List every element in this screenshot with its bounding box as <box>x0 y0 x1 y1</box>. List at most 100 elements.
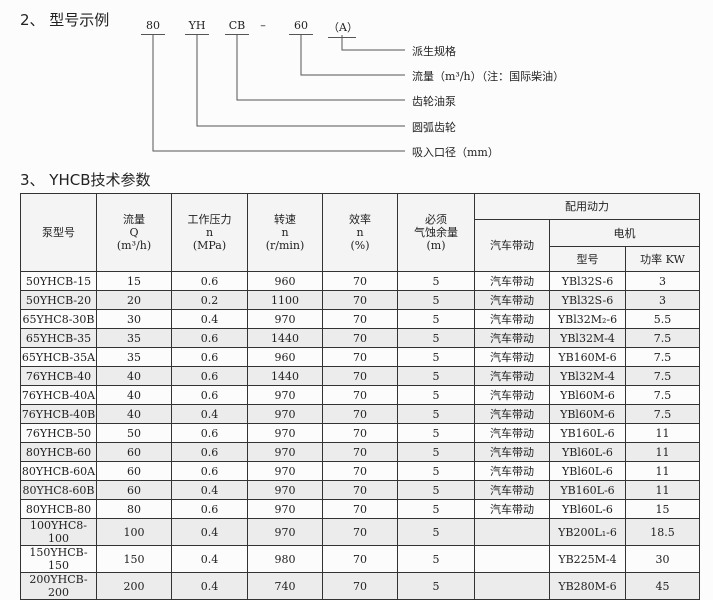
cell-truck: 汽车带动 <box>474 480 550 500</box>
cell-truck: 汽车带动 <box>474 290 550 310</box>
cell-motor: YB200L₁-6 <box>549 518 626 546</box>
header-pressure: 工作压力 n (MPa) <box>171 193 248 272</box>
cell-model: 80YHC8-60B <box>20 480 97 500</box>
cell-npsh: 5 <box>397 347 475 367</box>
cell-eff: 70 <box>322 404 398 424</box>
cell-truck: 汽车带动 <box>474 404 550 424</box>
cell-model: 80YHCB-80 <box>20 499 97 519</box>
cell-pressure: 0.6 <box>171 347 248 367</box>
cell-kw: 11 <box>625 442 700 462</box>
label-inlet-diameter: 吸入口径（mm） <box>412 146 499 159</box>
cell-speed: 970 <box>247 442 323 462</box>
cell-motor: YB160L-6 <box>549 423 626 443</box>
table-row: 100YHC8-100 100 0.4 970 70 5 YB200L₁-6 18.5 <box>20 518 700 546</box>
cell-speed: 960 <box>247 347 323 367</box>
cell-npsh: 5 <box>397 545 475 573</box>
cell-motor: YBl60M-6 <box>549 385 626 405</box>
table-row: 76YHCB-40B 40 0.4 970 70 5 汽车带动 YBl60M-6 7.5 <box>20 404 700 424</box>
cell-eff: 70 <box>322 328 398 348</box>
section-2-title: 2、 型号示例 <box>20 11 110 29</box>
cell-motor: YBl60M-6 <box>549 404 626 424</box>
cell-kw: 15 <box>625 499 700 519</box>
cell-pressure: 0.4 <box>171 404 248 424</box>
cell-flow: 200 <box>96 572 172 600</box>
cell-kw: 5.5 <box>625 309 700 329</box>
cell-model: 100YHC8-100 <box>20 518 97 546</box>
table-row: 80YHCB-80 80 0.6 970 70 5 汽车带动 YBl60L-6 15 <box>20 499 700 519</box>
cell-motor: YBl32S-6 <box>549 271 626 291</box>
cell-npsh: 5 <box>397 271 475 291</box>
cell-flow: 60 <box>96 480 172 500</box>
table-row: 65YHCB-35 35 0.6 1440 70 5 汽车带动 YBl32M-4 7.5 <box>20 328 700 348</box>
cell-speed: 970 <box>247 404 323 424</box>
cell-kw: 3 <box>625 290 700 310</box>
cell-pressure: 0.6 <box>171 385 248 405</box>
table-row: 80YHC8-60B 60 0.4 970 70 5 汽车带动 YB160L-6 11 <box>20 480 700 500</box>
cell-truck: 汽车带动 <box>474 442 550 462</box>
cell-truck: 汽车带动 <box>474 347 550 367</box>
header-motor-model: 型号 <box>549 246 626 272</box>
cell-motor: YBl32M₂-6 <box>549 309 626 329</box>
table-row: 65YHCB-35A 35 0.6 960 70 5 汽车带动 YB160M-6 7.5 <box>20 347 700 367</box>
label-variant: 派生规格 <box>412 45 456 58</box>
cell-speed: 1440 <box>247 366 323 386</box>
cell-npsh: 5 <box>397 518 475 546</box>
cell-npsh: 5 <box>397 366 475 386</box>
header-motor-power: 功率 KW <box>625 246 700 272</box>
cell-npsh: 5 <box>397 461 475 481</box>
cell-model: 76YHCB-40B <box>20 404 97 424</box>
cell-pressure: 0.4 <box>171 518 248 546</box>
cell-motor: YB160M-6 <box>549 347 626 367</box>
cell-model: 50YHCB-20 <box>20 290 97 310</box>
cell-truck: 汽车带动 <box>474 461 550 481</box>
cell-speed: 970 <box>247 480 323 500</box>
cell-eff: 70 <box>322 309 398 329</box>
cell-truck: 汽车带动 <box>474 366 550 386</box>
cell-flow: 50 <box>96 423 172 443</box>
header-npsh: 必须 气蚀余量 (m) <box>397 193 475 272</box>
table-row: 80YHCB-60A 60 0.6 970 70 5 汽车带动 YBl60L-6 11 <box>20 461 700 481</box>
cell-flow: 40 <box>96 366 172 386</box>
table-row: 76YHCB-40 40 0.6 1440 70 5 汽车带动 YBl32M-4 7.5 <box>20 366 700 386</box>
cell-motor: YB225M-4 <box>549 545 626 573</box>
cell-npsh: 5 <box>397 328 475 348</box>
model-code-diagram-lines <box>152 35 405 152</box>
cell-npsh: 5 <box>397 480 475 500</box>
cell-kw: 7.5 <box>625 328 700 348</box>
cell-model: 150YHCB-150 <box>20 545 97 573</box>
cell-truck: 汽车带动 <box>474 271 550 291</box>
cell-pressure: 0.6 <box>171 366 248 386</box>
cell-pressure: 0.4 <box>171 545 248 573</box>
code-yh: YH <box>185 19 209 35</box>
cell-model: 80YHCB-60A <box>20 461 97 481</box>
cell-model: 65YHCB-35 <box>20 328 97 348</box>
cell-flow: 40 <box>96 404 172 424</box>
cell-eff: 70 <box>322 271 398 291</box>
cell-npsh: 5 <box>397 385 475 405</box>
spec-table-body: 50YHCB-15 15 0.6 960 70 5 汽车带动 YBl32S-6 3 50YHCB-… <box>20 271 700 600</box>
cell-model: 50YHCB-15 <box>20 271 97 291</box>
table-row: 50YHCB-15 15 0.6 960 70 5 汽车带动 YBl32S-6 3 <box>20 271 700 291</box>
cell-model: 80YHCB-60 <box>20 442 97 462</box>
header-motor-group: 电机 <box>549 219 700 247</box>
header-truck: 汽车带动 <box>474 219 550 272</box>
cell-model: 200YHCB-200 <box>20 572 97 600</box>
cell-speed: 1440 <box>247 328 323 348</box>
cell-truck: 汽车带动 <box>474 499 550 519</box>
cell-kw: 11 <box>625 423 700 443</box>
cell-npsh: 5 <box>397 423 475 443</box>
cell-speed: 970 <box>247 518 323 546</box>
cell-kw: 45 <box>625 572 700 600</box>
cell-speed: 740 <box>247 572 323 600</box>
cell-pressure: 0.6 <box>171 461 248 481</box>
cell-eff: 70 <box>322 290 398 310</box>
cell-flow: 30 <box>96 309 172 329</box>
cell-speed: 970 <box>247 309 323 329</box>
table-row: 150YHCB-150 150 0.4 980 70 5 YB225M-4 30 <box>20 545 700 573</box>
cell-speed: 960 <box>247 271 323 291</box>
table-row: 200YHCB-200 200 0.4 740 70 5 YB280M-6 45 <box>20 572 700 600</box>
cell-motor: YBl32S-6 <box>549 290 626 310</box>
cell-eff: 70 <box>322 518 398 546</box>
cell-eff: 70 <box>322 480 398 500</box>
cell-pressure: 0.4 <box>171 572 248 600</box>
